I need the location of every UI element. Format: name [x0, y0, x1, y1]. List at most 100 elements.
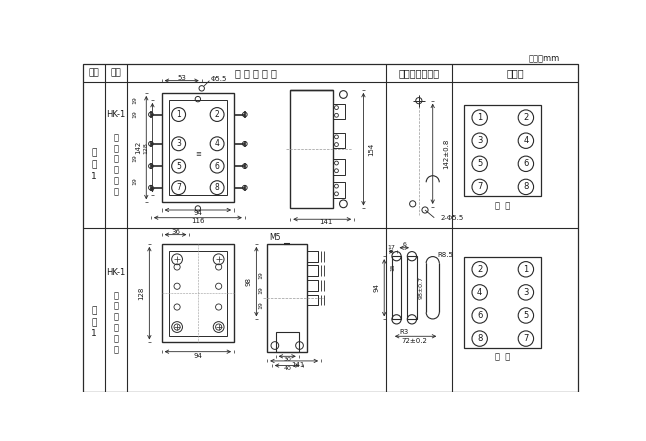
Text: 5: 5 — [523, 311, 528, 320]
Bar — [333, 133, 345, 149]
Text: 1: 1 — [91, 329, 97, 339]
Text: 后: 后 — [114, 323, 119, 333]
Text: 98: 98 — [245, 277, 252, 286]
Text: 2: 2 — [477, 265, 483, 274]
Text: 外 形 尺 寸 图: 外 形 尺 寸 图 — [235, 68, 277, 78]
Text: 1: 1 — [91, 172, 97, 181]
Text: 4: 4 — [523, 136, 528, 145]
Text: 前  视: 前 视 — [495, 201, 510, 210]
Bar — [162, 244, 234, 343]
Text: 6: 6 — [402, 242, 406, 247]
Text: 8: 8 — [214, 183, 220, 192]
Bar — [162, 93, 234, 202]
Bar — [307, 265, 318, 276]
Text: 式: 式 — [114, 155, 119, 164]
Bar — [464, 257, 541, 348]
Text: 线: 线 — [114, 345, 119, 354]
Text: 19: 19 — [258, 301, 264, 309]
Text: 接: 接 — [114, 334, 119, 343]
Text: 142: 142 — [136, 141, 141, 154]
Text: 2: 2 — [214, 110, 220, 119]
Text: 128: 128 — [144, 142, 149, 153]
Text: 图号: 图号 — [89, 68, 99, 78]
Text: 图: 图 — [91, 318, 97, 327]
Bar — [307, 280, 318, 291]
Text: 15: 15 — [390, 263, 395, 271]
Text: 6: 6 — [214, 161, 220, 171]
Text: R3: R3 — [400, 329, 409, 335]
Text: 4: 4 — [477, 288, 483, 297]
Text: 1: 1 — [523, 265, 528, 274]
Text: 附: 附 — [91, 149, 97, 157]
Bar — [333, 104, 345, 119]
Text: 8: 8 — [477, 334, 483, 343]
Text: 7: 7 — [176, 183, 181, 192]
Bar — [392, 256, 401, 319]
Text: 6: 6 — [523, 159, 528, 168]
Bar — [333, 182, 345, 198]
Text: 72±0.2: 72±0.2 — [401, 338, 427, 344]
Text: 141: 141 — [319, 219, 333, 225]
Bar — [307, 251, 318, 262]
Text: 2: 2 — [523, 113, 528, 122]
Text: 5: 5 — [477, 159, 483, 168]
Text: 19: 19 — [258, 272, 264, 280]
Text: 154: 154 — [368, 142, 374, 156]
Text: 6: 6 — [477, 311, 483, 320]
Text: 116: 116 — [191, 218, 205, 224]
Text: 7: 7 — [523, 334, 528, 343]
Text: 式: 式 — [114, 313, 119, 321]
Text: 40: 40 — [283, 366, 291, 371]
Text: HK-1: HK-1 — [107, 268, 126, 277]
Text: 安装开孔尺寸图: 安装开孔尺寸图 — [399, 68, 439, 78]
Text: 3: 3 — [176, 139, 181, 148]
Bar — [276, 333, 298, 351]
Text: 19: 19 — [132, 96, 137, 104]
Text: 128: 128 — [139, 287, 145, 300]
Text: 2-Φ5.5: 2-Φ5.5 — [441, 215, 464, 220]
Text: ≡: ≡ — [195, 152, 201, 157]
Text: 出: 出 — [114, 302, 119, 311]
Text: 94: 94 — [373, 283, 379, 292]
Text: 出: 出 — [114, 144, 119, 153]
Text: 53: 53 — [177, 75, 186, 81]
Text: 36: 36 — [171, 228, 180, 235]
Text: 前: 前 — [114, 165, 119, 175]
Text: 5: 5 — [176, 161, 181, 171]
Text: 1: 1 — [176, 110, 181, 119]
Text: 7: 7 — [477, 183, 483, 191]
Text: 端子图: 端子图 — [506, 68, 524, 78]
Bar — [333, 159, 345, 175]
Text: 94: 94 — [193, 352, 202, 359]
Bar — [169, 251, 227, 336]
Text: 17: 17 — [387, 245, 395, 250]
Text: 19: 19 — [132, 111, 137, 119]
Bar — [290, 90, 333, 209]
Bar — [464, 105, 541, 196]
Text: 141: 141 — [291, 362, 305, 368]
Bar — [307, 295, 318, 306]
Text: 142±0.8: 142±0.8 — [444, 138, 450, 169]
Text: Φ5.5: Φ5.5 — [211, 76, 227, 82]
Text: 30: 30 — [283, 357, 291, 362]
Text: 19: 19 — [132, 177, 137, 185]
Text: R8.5: R8.5 — [437, 252, 453, 258]
Text: 94: 94 — [193, 210, 202, 216]
Text: HK-1: HK-1 — [107, 110, 126, 119]
Text: 图: 图 — [91, 160, 97, 169]
Text: 19: 19 — [132, 154, 137, 162]
Text: 凸: 凸 — [114, 291, 119, 300]
Text: 背  视: 背 视 — [495, 352, 510, 362]
Text: 3: 3 — [523, 288, 528, 297]
Text: 接: 接 — [114, 176, 119, 185]
Text: 单位：mm: 单位：mm — [528, 55, 560, 64]
Bar — [267, 244, 307, 351]
Text: 19: 19 — [258, 286, 264, 294]
Text: 8: 8 — [523, 183, 528, 191]
Text: 附: 附 — [91, 306, 97, 315]
Text: 98±0.7: 98±0.7 — [419, 276, 424, 299]
Bar — [408, 256, 417, 319]
Text: 线: 线 — [114, 187, 119, 196]
Text: M5: M5 — [269, 233, 280, 242]
Text: 凸: 凸 — [114, 133, 119, 142]
